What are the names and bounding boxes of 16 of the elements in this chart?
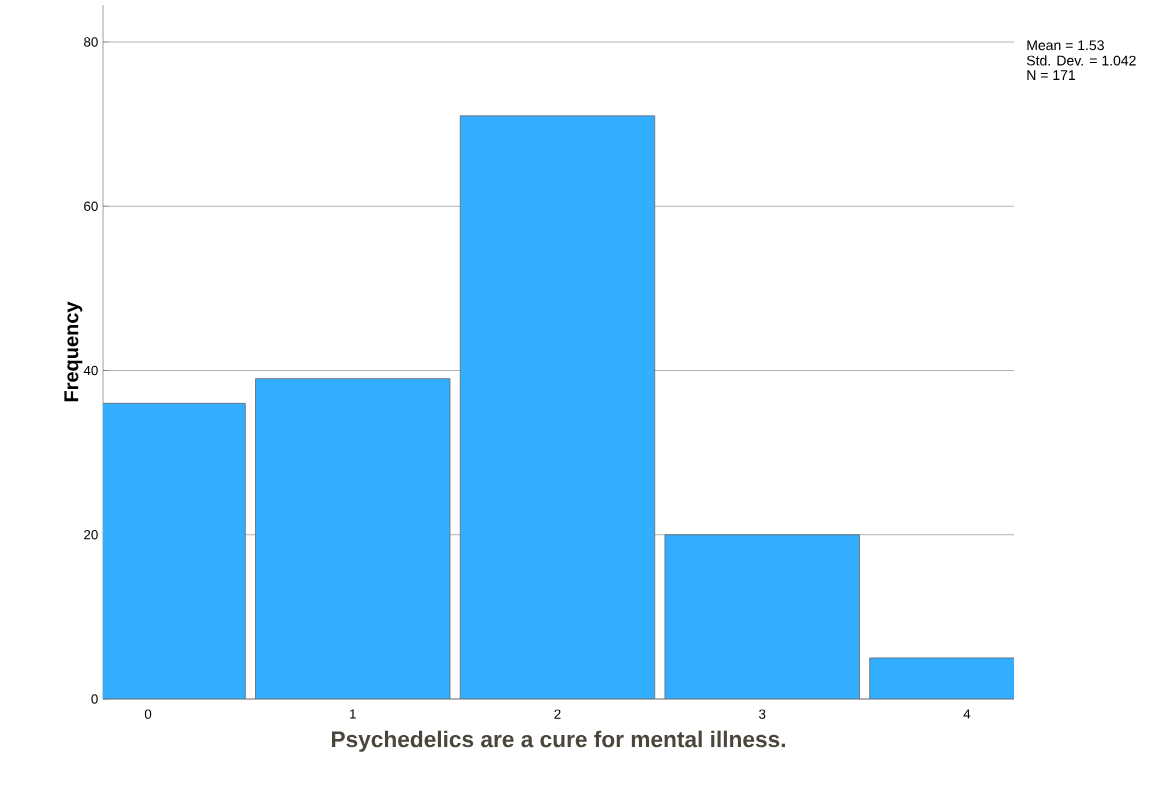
y-tick-label: 80 <box>84 37 98 47</box>
x-tick-label: 3 <box>759 709 766 719</box>
y-axis-title: Frequency <box>64 301 83 402</box>
x-tick-label: 2 <box>554 709 561 719</box>
x-tick-label: 4 <box>963 709 971 719</box>
y-tick-label: 40 <box>83 365 98 376</box>
y-tick-label: 60 <box>84 201 98 211</box>
y-tick-label: 20 <box>84 530 98 540</box>
y-tick-label: 0 <box>91 694 98 704</box>
text: Mean = 1.53 <box>1027 40 1104 51</box>
bar <box>459 115 656 699</box>
x-axis-title: Psychedelics are a cure for mental illness. <box>332 730 785 752</box>
text: Std. Dev. = 1.042 <box>1026 55 1136 66</box>
x-tick-label: 1 <box>350 709 356 719</box>
text: N = 171 <box>1027 70 1075 80</box>
x-tick-label: 0 <box>144 709 152 719</box>
